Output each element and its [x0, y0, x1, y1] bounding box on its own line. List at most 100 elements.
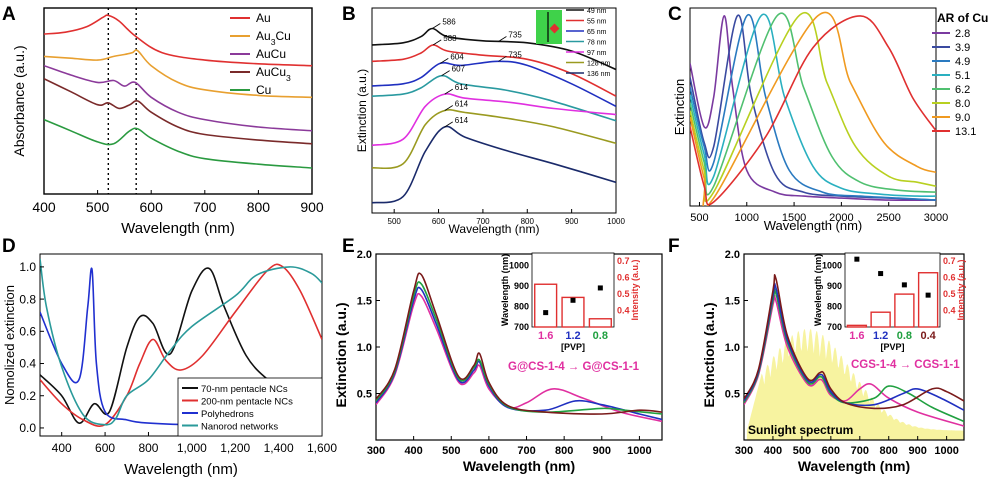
inset-x-label: [PVP] — [561, 342, 585, 352]
inset-y-left-tick: 700 — [514, 322, 529, 332]
x-tick-label: 600 — [140, 199, 164, 215]
legend-label: 3.9 — [955, 42, 970, 54]
inset-y-right-label: Intensity (a.u.) — [630, 259, 640, 320]
series-line-1 — [372, 44, 616, 97]
series-annotation: CGS-1-4 → CGS-1-1 — [851, 359, 960, 371]
series-line-0 — [372, 27, 616, 71]
annotation-arrow — [444, 105, 453, 111]
inset-category-label: 1.2 — [873, 330, 888, 342]
series-line-1 — [40, 263, 322, 427]
x-tick-label: 500 — [86, 199, 110, 215]
panel-label-c: C — [668, 4, 682, 25]
panel-label-b: B — [342, 4, 356, 25]
inset-y-left-tick: 800 — [514, 301, 529, 311]
legend-label: 200-nm pentacle NCs — [201, 397, 293, 408]
x-tick-label: 1000 — [627, 445, 651, 457]
series-line-1 — [44, 49, 312, 99]
legend-label: 5.1 — [955, 70, 970, 82]
x-tick-label: 900 — [593, 445, 611, 457]
inset-wavelength-point — [570, 297, 576, 303]
inset-y-left-tick: 700 — [827, 322, 842, 332]
legend-label: Polyhedrons — [201, 409, 254, 420]
legend-label: 65 nm — [587, 29, 607, 36]
series-line-4 — [44, 118, 312, 169]
peak-annotation: 735 — [508, 31, 522, 40]
panel-c: 500 1000 1500 2000 2500 3000 Wavelength (nm) Ex… — [672, 7, 989, 233]
legend-label: 6.2 — [955, 84, 970, 96]
x-tick-label: 2000 — [829, 212, 853, 224]
x-tick-label: 1,400 — [264, 441, 294, 455]
peak-annotation: 614 — [455, 116, 469, 125]
y-tick-label: 0.5 — [725, 388, 740, 400]
legend-label: 49 nm — [587, 8, 607, 15]
annotation-arrow — [432, 23, 441, 29]
inset-y-left-tick: 1000 — [822, 260, 842, 270]
panel-d: 400 600 800 1,000 1,200 1,400 1,600 0.0 0.2 0.4 0.… — [2, 253, 337, 478]
y-tick-label: 1.0 — [19, 260, 36, 274]
series-line-3 — [376, 272, 662, 415]
y-tick-label: 0.6 — [19, 325, 36, 339]
sunlight-spectrum-fill — [746, 328, 964, 440]
y-tick-label: 0.4 — [19, 357, 36, 371]
peak-annotation: 607 — [452, 65, 466, 74]
legend-box — [177, 377, 323, 437]
series-line-1 — [690, 14, 936, 201]
peak-annotation: 614 — [455, 100, 469, 109]
inset-frame — [844, 252, 941, 328]
inset-intensity-bar — [917, 272, 939, 328]
panel-label-a: A — [2, 4, 16, 25]
inset-category-label: 1.2 — [565, 330, 580, 342]
legend-label: AuCu3 — [256, 65, 291, 83]
x-tick-label: 1000 — [735, 212, 759, 224]
inset-intensity-bar — [534, 283, 558, 328]
inset-y-right-tick: 0.6 — [943, 273, 956, 283]
x-tick-label: 1,600 — [307, 441, 337, 455]
x-tick-label: 600 — [432, 217, 446, 226]
x-tick-label: 700 — [476, 217, 490, 226]
x-axis-label: Wavelength (nm) — [121, 220, 235, 237]
series-line-3 — [40, 258, 322, 426]
x-tick-label: 400 — [764, 445, 782, 457]
y-tick-label: 1.5 — [357, 295, 372, 307]
inset-y-right-tick: 0.7 — [617, 256, 630, 266]
y-tick-label: 2.0 — [357, 249, 372, 261]
x-tick-label: 800 — [138, 441, 158, 455]
inset-wavelength-point — [925, 292, 931, 298]
sunlight-spectrum-label: Sunlight spectrum — [748, 423, 853, 437]
x-tick-label: 1,200 — [220, 441, 250, 455]
x-axis-label: Wavelength (nm) — [463, 458, 575, 474]
legend-label: 4.9 — [955, 56, 970, 68]
x-tick-label: 800 — [880, 445, 898, 457]
series-line-6 — [372, 125, 616, 204]
series-line-3 — [372, 74, 616, 122]
legend-label: Au — [256, 11, 271, 25]
legend-label: 13.1 — [955, 126, 976, 138]
x-tick-label: 600 — [95, 441, 115, 455]
y-tick-label: 2.0 — [725, 249, 740, 261]
x-tick-label: 1500 — [782, 212, 806, 224]
series-line-4 — [690, 12, 936, 196]
series-line-2 — [690, 13, 936, 201]
inset-y-right-tick: 0.5 — [617, 289, 630, 299]
series-line-0 — [376, 292, 662, 423]
inset-y-left-tick: 900 — [827, 281, 842, 291]
inset-y-right-label: Intensity (a.u.) — [956, 259, 966, 320]
x-tick-label: 400 — [52, 441, 72, 455]
x-tick-label: 400 — [404, 445, 422, 457]
series-line-2 — [44, 64, 312, 132]
plot-frame — [689, 7, 937, 207]
inset-intensity-bar — [588, 318, 612, 328]
series-line-0 — [744, 294, 964, 427]
x-tick-label: 3000 — [924, 212, 948, 224]
x-tick-label: 600 — [822, 445, 840, 457]
annotation-arrow — [498, 55, 507, 62]
y-tick-label: 0.2 — [19, 389, 36, 403]
series-line-1 — [376, 286, 662, 421]
x-tick-label: 300 — [735, 445, 753, 457]
x-tick-label: 500 — [690, 212, 708, 224]
series-annotation: G@CS-1-4 → G@CS-1-1 — [508, 361, 640, 373]
series-line-3 — [690, 13, 936, 198]
inset-y-left-tick: 900 — [514, 281, 529, 291]
y-tick-label: 0.5 — [357, 388, 372, 400]
